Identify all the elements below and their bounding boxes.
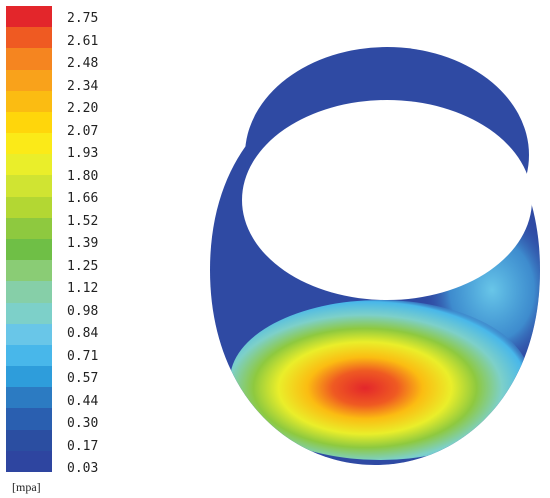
legend-swatch [6,408,52,431]
legend-tick-label: 2.34 [67,78,99,94]
legend-tick-label: 1.52 [67,213,99,229]
legend-swatch [6,196,52,219]
legend-swatch [6,344,52,367]
stress-hot-region [230,300,530,460]
legend-swatch [6,175,52,198]
stress-contour-plot [210,47,540,465]
legend-tick-label: 0.57 [67,371,99,386]
legend-swatch [6,302,52,325]
legend-tick-label: 2.75 [67,11,99,26]
legend-tick-label: 0.98 [67,303,99,319]
legend-tick-label: 0.30 [67,416,99,431]
color-scale-legend [6,6,52,473]
legend-swatch [6,366,52,388]
legend-tick-label: 1.80 [67,168,99,184]
legend-tick-label: 2.20 [67,101,99,116]
legend-swatch [6,429,52,452]
legend-tick-label: 1.66 [67,191,99,206]
legend-tick-label: 0.44 [67,393,99,409]
legend-swatch [6,450,52,473]
legend-tick-label: 0.03 [67,461,99,476]
legend-swatch [6,154,52,176]
legend-tick-label: 2.07 [67,123,99,139]
legend-swatch [6,133,52,155]
legend-swatch [6,48,52,71]
legend-swatch [6,260,52,282]
legend-swatch [6,90,52,113]
legend-tick-label: 2.48 [67,56,99,71]
cylinder-inner-opening [242,100,532,300]
legend-swatch [6,323,52,346]
legend-swatch [6,27,52,49]
legend-tick-label: 2.61 [67,33,99,49]
legend-tick-label: 0.84 [67,326,99,341]
legend-swatch [6,217,52,240]
legend-swatch [6,69,52,92]
legend-unit-label: [mpa] [12,480,41,494]
legend-tick-label: 1.12 [67,281,99,296]
legend-swatch [6,281,52,304]
legend-swatch [6,387,52,409]
legend-tick-label: 0.17 [67,438,99,454]
legend-swatch [6,6,52,28]
legend-tick-label: 1.39 [67,236,99,251]
legend-tick-label: 0.71 [67,348,99,364]
legend-swatch [6,111,52,134]
legend-swatch [6,239,52,261]
legend-tick-label: 1.93 [67,146,99,161]
legend-tick-label: 1.25 [67,258,99,274]
